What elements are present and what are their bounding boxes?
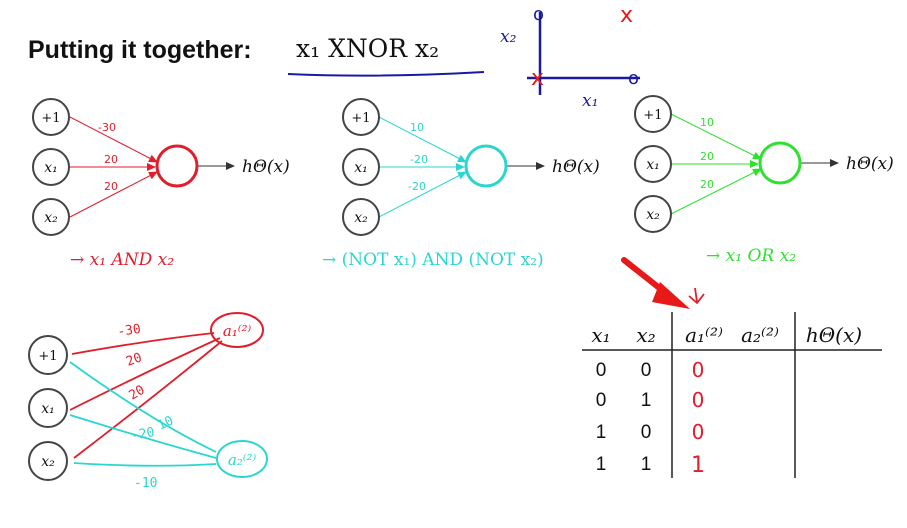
pointer-arrow-icon [621,257,690,309]
table-row-3-a1: 0 [692,420,705,444]
title-expression: x₁ XNOR x₂ [296,34,440,63]
network-and: +1 x₁ x₂ -30 20 20 hΘ(x) [32,98,290,236]
table-row-1-x2: 0 [641,360,652,381]
sketch-mark-top: o [533,4,544,25]
sketch-axes: x₂ x₁ o x o x [500,3,640,111]
and-x2-node: x₂ [44,210,58,226]
table-row-1-a1: 0 [692,358,705,382]
sketch-mark-right: o [628,68,639,89]
arrow-right-icon: → [706,246,721,266]
nor-weight-bias: 10 [410,121,424,134]
sketch-y-label: x₂ [500,27,517,47]
table-header-x2: x₂ [636,323,655,347]
or-weight-x1: 20 [700,150,714,163]
or-weight-bias: 10 [700,116,714,129]
caption-nor: → (NOT x₁) AND (NOT x₂) [322,250,544,270]
caption-and: → x₁ AND x₂ [70,250,175,270]
and-bias-node: +1 [41,111,60,126]
nor-weight-x1: -20 [410,153,428,166]
combined-cyan-weight-bias: 10 [155,413,176,433]
combined-red-weight-bias: -30 [116,322,141,340]
and-weight-bias: -30 [98,121,116,134]
table-row-2-x2: 1 [641,390,652,411]
table-row-3-x2: 0 [641,422,652,443]
network-nor: +1 x₁ x₂ 10 -20 -20 hΘ(x) [342,98,600,236]
nor-weight-x2: -20 [408,180,426,193]
page-title: Putting it together: [28,36,252,64]
combined-red-weight-x1: 20 [124,350,144,369]
and-weight-x1: 20 [104,153,118,166]
nor-x1-node: x₁ [354,160,368,176]
nor-bias-node: +1 [351,111,370,126]
table-row-4-x1: 1 [596,454,607,475]
combined-x1-node: x₁ [41,401,55,417]
combined-network: +1 x₁ x₂ a₁⁽²⁾ a₂⁽²⁾ -30 20 20 10 -20 -1… [28,312,268,491]
down-arrow-mark [688,287,705,305]
table-row-2-x1: 0 [596,390,607,411]
table-header-output: hΘ(x) [806,323,862,347]
and-output-label: hΘ(x) [242,157,290,177]
table-header-a2: a₂⁽²⁾ [741,323,779,347]
node-a2: a₂⁽²⁾ [228,451,257,469]
network-or: +1 x₁ x₂ 10 20 20 hΘ(x) [634,95,894,233]
table-header-a1: a₁⁽²⁾ [685,323,723,347]
and-x1-node: x₁ [44,160,58,176]
combined-cyan-weight-x2: -10 [134,476,157,491]
combined-bias-node: +1 [38,349,57,364]
sketch-mark-cross-origin: x [531,66,544,91]
truth-table: x₁ x₂ a₁⁽²⁾ a₂⁽²⁾ hΘ(x) 0 0 0 0 1 0 1 0 … [582,312,882,478]
title-underline [287,71,485,77]
or-weight-x2: 20 [700,178,714,191]
table-row-4-x2: 1 [641,454,652,475]
combined-red-weight-x2: 20 [127,383,148,404]
combined-cyan-weight-x1: -20 [130,425,156,444]
sketch-x-label: x₁ [582,91,598,111]
arrow-right-icon: → [70,250,85,270]
node-a1: a₁⁽²⁾ [223,322,252,340]
arrow-right-icon: → [322,250,337,270]
caption-or: → x₁ OR x₂ [706,246,797,266]
nor-output-label: hΘ(x) [552,157,600,177]
and-weight-x2: 20 [104,180,118,193]
sketch-mark-cross-right: x [620,3,633,28]
or-bias-node: +1 [643,108,662,123]
table-row-3-x1: 1 [596,422,607,443]
combined-x2-node: x₂ [41,454,55,470]
or-output-label: hΘ(x) [846,154,894,174]
table-row-2-a1: 0 [692,388,705,412]
table-row-1-x1: 0 [596,360,607,381]
table-row-4-a1: 1 [691,453,705,478]
or-x2-node: x₂ [646,207,660,223]
nor-x2-node: x₂ [354,210,368,226]
table-header-x1: x₁ [591,323,610,347]
or-x1-node: x₁ [646,157,660,173]
